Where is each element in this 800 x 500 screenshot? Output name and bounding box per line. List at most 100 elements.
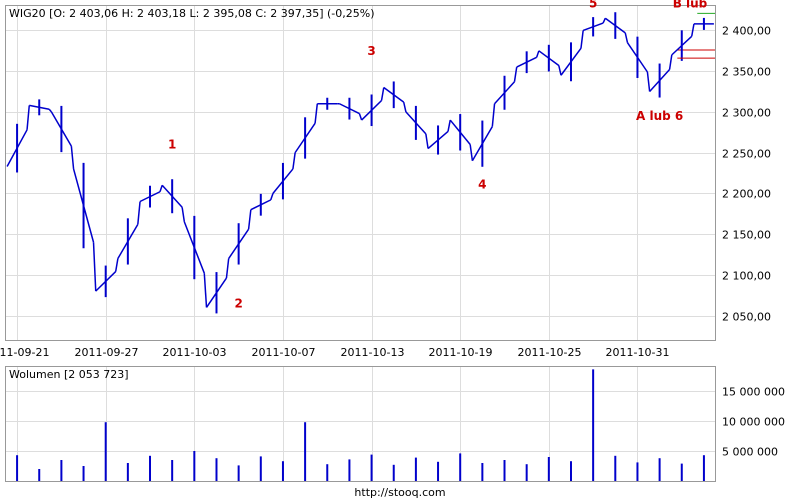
price-x-tick-7: 2011-10-31 <box>606 346 670 359</box>
price-chart-title: WIG20 [O: 2 403,06 H: 2 403,18 L: 2 395,… <box>9 7 375 20</box>
price-x-tick-0: 2011-09-21 <box>0 346 49 359</box>
price-session-link <box>447 119 451 132</box>
price-session-link <box>48 108 52 113</box>
price-session-path <box>95 271 117 292</box>
price-y-tick-1: 2 100,00 <box>722 270 771 283</box>
price-session-link <box>181 207 186 222</box>
price-y-tick-0: 2 050,00 <box>722 311 771 324</box>
wave-label-6: B lub <box>673 0 708 11</box>
price-session-link <box>70 146 75 169</box>
price-session-path <box>50 111 73 147</box>
wave-label-0: 1 <box>168 138 176 152</box>
price-y-tick-4: 2 250,00 <box>722 148 771 161</box>
price-session-link <box>690 23 695 37</box>
price-session-link <box>469 144 474 161</box>
price-x-tick-1: 2011-09-27 <box>75 346 139 359</box>
source-url[interactable]: http://stooq.com <box>354 486 445 499</box>
price-session-link <box>314 103 319 124</box>
price-session-path <box>29 104 50 111</box>
price-session-link <box>225 258 230 279</box>
wave-label-2: 3 <box>367 44 375 58</box>
price-session-path <box>427 130 449 150</box>
volume-y-tick-0: 5 000 000 <box>722 446 778 459</box>
price-x-tick-3: 2011-10-07 <box>252 346 316 359</box>
volume-y-tick-1: 10 000 000 <box>722 416 785 429</box>
price-session-path <box>582 22 604 32</box>
price-session-path <box>361 99 383 121</box>
price-session-link <box>203 273 208 308</box>
price-session-path <box>471 126 493 162</box>
price-panel: 2 050,00 2 100,00 2 150,00 2 200,00 2 250,00… <box>0 0 771 359</box>
price-y-tick-labels: 2 050,00 2 100,00 2 150,00 2 200,00 2 250,00… <box>722 25 771 324</box>
price-session-link <box>513 66 518 82</box>
price-session-link <box>292 152 296 170</box>
price-session-path <box>161 184 183 208</box>
price-session-path <box>383 86 405 103</box>
wave-label-1: 2 <box>234 296 242 310</box>
price-y-tick-3: 2 200,00 <box>722 188 771 201</box>
price-session-path <box>449 119 471 145</box>
price-session-link <box>92 242 97 292</box>
price-session-path <box>205 277 228 308</box>
price-session-link <box>26 105 31 130</box>
price-session-path <box>516 56 537 68</box>
price-session-path <box>339 103 360 115</box>
price-session-path <box>560 47 582 76</box>
price-session-path <box>294 122 316 154</box>
price-session-link <box>358 113 363 121</box>
price-session-link <box>114 258 119 272</box>
wave-annotations: 1 2 3 4 5 A lub 6 B lub <box>168 0 708 310</box>
volume-grid <box>6 367 715 481</box>
price-session-path <box>493 81 516 105</box>
price-session-link <box>624 32 629 43</box>
price-y-tick-6: 2 350,00 <box>722 66 771 79</box>
price-y-tick-5: 2 300,00 <box>722 107 771 120</box>
price-session-path <box>228 228 250 259</box>
price-session-link <box>535 50 540 58</box>
volume-chart-title: Wolumen [2 053 723] <box>9 368 129 381</box>
volume-y-tick-2: 15 000 000 <box>722 386 785 399</box>
price-session-path <box>405 111 427 135</box>
price-session-link <box>491 103 496 127</box>
price-session-path <box>250 199 272 211</box>
price-session-link <box>425 133 429 149</box>
price-session-link <box>558 65 562 76</box>
wave-label-5: A lub 6 <box>636 109 683 123</box>
price-session-path <box>272 168 294 194</box>
price-session-path <box>649 69 671 93</box>
price-session-path <box>183 221 205 274</box>
volume-y-tick-labels: 5 000 000 10 000 000 15 000 000 <box>722 386 785 459</box>
price-x-tick-6: 2011-10-25 <box>518 346 582 359</box>
price-session-path <box>139 191 161 203</box>
price-session-path <box>626 42 649 73</box>
price-session-link <box>402 101 407 113</box>
price-series <box>6 12 714 314</box>
volume-panel: 5 000 000 10 000 000 15 000 000 Wolumen [2… <box>5 366 785 482</box>
price-session-link <box>580 30 584 49</box>
price-grid <box>6 6 715 340</box>
price-session-link <box>646 71 651 92</box>
price-session-link <box>380 87 385 101</box>
price-y-tick-7: 2 400,00 <box>722 25 771 38</box>
price-x-tick-labels: 2011-09-21 2011-09-27 2011-10-03 2011-10-07… <box>0 346 669 359</box>
price-x-tick-2: 2011-10-03 <box>163 346 227 359</box>
price-session-path <box>6 129 28 167</box>
price-session-path <box>604 17 626 34</box>
price-y-tick-2: 2 150,00 <box>722 229 771 242</box>
price-session-path <box>538 50 560 67</box>
price-session-link <box>668 54 673 70</box>
price-session-path <box>72 168 95 243</box>
price-session-link <box>159 184 163 192</box>
price-session-path <box>117 223 139 259</box>
volume-plot-border <box>5 366 716 482</box>
volume-bars <box>16 369 705 481</box>
wave-label-3: 4 <box>478 177 486 191</box>
price-x-tick-5: 2011-10-19 <box>429 346 493 359</box>
price-session-path <box>671 35 693 56</box>
price-session-link <box>602 17 607 24</box>
price-session-link <box>137 201 141 225</box>
price-plot-border <box>5 5 716 341</box>
wave-label-4: 5 <box>589 0 597 11</box>
price-session-link <box>247 209 252 230</box>
